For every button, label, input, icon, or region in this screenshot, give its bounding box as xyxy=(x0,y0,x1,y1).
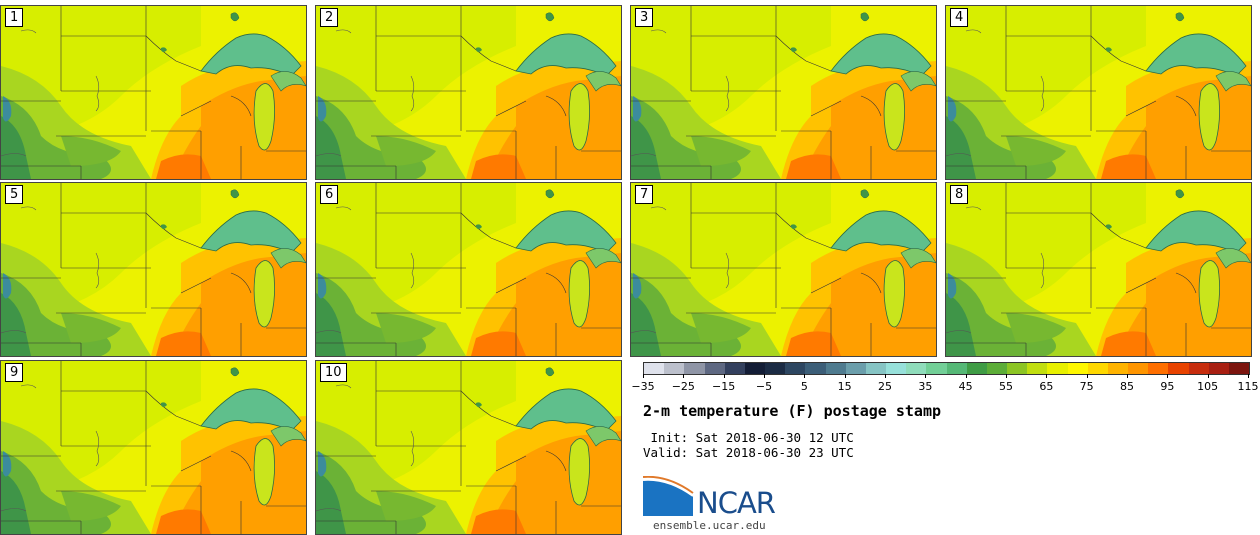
colorbar-swatch xyxy=(805,363,826,374)
temperature-map-7 xyxy=(631,183,936,356)
temperature-map-10 xyxy=(316,361,621,534)
colorbar-swatch xyxy=(664,363,685,374)
panel-label: 10 xyxy=(320,363,347,382)
colorbar-tick-label: −15 xyxy=(712,380,736,393)
colorbar-swatch xyxy=(1007,363,1028,374)
colorbar-swatch xyxy=(1128,363,1149,374)
colorbar-swatch xyxy=(704,363,725,374)
colorbar-swatch xyxy=(644,363,665,374)
temperature-map-1 xyxy=(1,6,306,179)
map-panel-9: 9 xyxy=(0,360,307,535)
colorbar-swatch xyxy=(1067,363,1088,374)
colorbar-swatch xyxy=(1087,363,1108,374)
colorbar-swatch xyxy=(926,363,947,374)
colorbar-tick-mark xyxy=(723,374,725,378)
colorbar-tick-mark xyxy=(1046,374,1048,378)
ncar-logo-text: NCAR xyxy=(697,486,776,520)
colorbar-swatch xyxy=(1228,363,1250,374)
temperature-colorbar xyxy=(643,362,1250,375)
temperature-map-4 xyxy=(946,6,1251,179)
panel-label: 2 xyxy=(320,8,339,27)
colorbar-swatch xyxy=(865,363,887,374)
colorbar-swatch xyxy=(946,363,967,374)
colorbar-tick-label: 85 xyxy=(1120,380,1134,393)
valid-time: Valid: Sat 2018-06-30 23 UTC xyxy=(643,445,854,460)
colorbar-swatch xyxy=(765,363,786,374)
temperature-map-6 xyxy=(316,183,621,356)
colorbar-tick-mark xyxy=(844,374,846,378)
ncar-logo-icon xyxy=(643,476,694,516)
colorbar-tick-label: −25 xyxy=(671,380,695,393)
colorbar-tick-label: 25 xyxy=(878,380,892,393)
colorbar-swatch xyxy=(1188,363,1209,374)
site-url: ensemble.ucar.edu xyxy=(653,519,766,532)
map-panel-8: 8 xyxy=(945,182,1252,357)
colorbar-tick-mark xyxy=(885,374,886,378)
colorbar-tick-mark xyxy=(925,374,927,378)
colorbar-tick-label: 15 xyxy=(837,380,852,393)
colorbar-swatch xyxy=(825,363,846,374)
colorbar-swatch xyxy=(744,363,766,374)
colorbar-swatch xyxy=(724,363,745,374)
map-panel-5: 5 xyxy=(0,182,307,357)
colorbar-swatch xyxy=(906,363,927,374)
panel-label: 6 xyxy=(320,185,339,204)
colorbar-tick-label: 5 xyxy=(800,380,808,393)
temperature-map-3 xyxy=(631,6,936,179)
colorbar-swatch xyxy=(1208,363,1229,374)
temperature-map-9 xyxy=(1,361,306,534)
panel-label: 7 xyxy=(635,185,654,204)
colorbar-tick-label: 95 xyxy=(1160,380,1175,393)
map-panel-6: 6 xyxy=(315,182,622,357)
colorbar-swatch xyxy=(1027,363,1048,374)
panel-label: 9 xyxy=(5,363,24,382)
map-panel-10: 10 xyxy=(315,360,622,535)
colorbar-swatch xyxy=(1107,363,1129,374)
colorbar-tick-mark xyxy=(1167,374,1169,378)
colorbar-tick-mark xyxy=(1248,374,1249,378)
colorbar-swatch xyxy=(684,363,705,374)
colorbar-tick-mark xyxy=(764,374,765,378)
colorbar-tick-mark xyxy=(1086,374,1088,378)
colorbar-swatch xyxy=(1047,363,1068,374)
plot-title: 2-m temperature (F) postage stamp xyxy=(643,402,942,420)
colorbar-tick-label: 105 xyxy=(1197,380,1219,393)
colorbar-swatch xyxy=(1148,363,1169,374)
colorbar-tick-mark xyxy=(643,374,644,378)
temperature-map-8 xyxy=(946,183,1251,356)
colorbar-tick-label: 65 xyxy=(1039,380,1054,393)
temperature-map-2 xyxy=(316,6,621,179)
colorbar-swatch xyxy=(845,363,866,374)
colorbar-swatch xyxy=(966,363,987,374)
colorbar-tick-label: 35 xyxy=(918,380,933,393)
colorbar-tick-label: −35 xyxy=(631,380,655,393)
panel-label: 3 xyxy=(635,8,654,27)
colorbar-swatch xyxy=(1168,363,1189,374)
panel-label: 1 xyxy=(5,8,24,27)
colorbar-tick-label: 75 xyxy=(1079,380,1094,393)
map-panel-3: 3 xyxy=(630,5,937,180)
panel-label: 8 xyxy=(950,185,969,204)
panel-label: 4 xyxy=(950,8,969,27)
map-panel-4: 4 xyxy=(945,5,1252,180)
map-panel-1: 1 xyxy=(0,5,307,180)
colorbar-swatch xyxy=(785,363,806,374)
colorbar-tick-mark xyxy=(965,374,967,378)
colorbar-tick-mark xyxy=(804,374,806,378)
colorbar-tick-mark xyxy=(1127,374,1128,378)
colorbar-swatch xyxy=(986,363,1008,374)
colorbar-tick-label: 115 xyxy=(1237,380,1259,393)
colorbar-tick-label: −5 xyxy=(755,380,773,393)
init-time: Init: Sat 2018-06-30 12 UTC xyxy=(643,430,854,445)
colorbar-tick-mark xyxy=(1207,374,1209,378)
colorbar-tick-mark xyxy=(683,374,685,378)
temperature-map-5 xyxy=(1,183,306,356)
colorbar-tick-mark xyxy=(1006,374,1007,378)
colorbar-tick-label: 45 xyxy=(958,380,973,393)
colorbar-tick-label: 55 xyxy=(999,380,1013,393)
panel-label: 5 xyxy=(5,185,24,204)
colorbar-swatch xyxy=(886,363,907,374)
map-panel-7: 7 xyxy=(630,182,937,357)
map-panel-2: 2 xyxy=(315,5,622,180)
